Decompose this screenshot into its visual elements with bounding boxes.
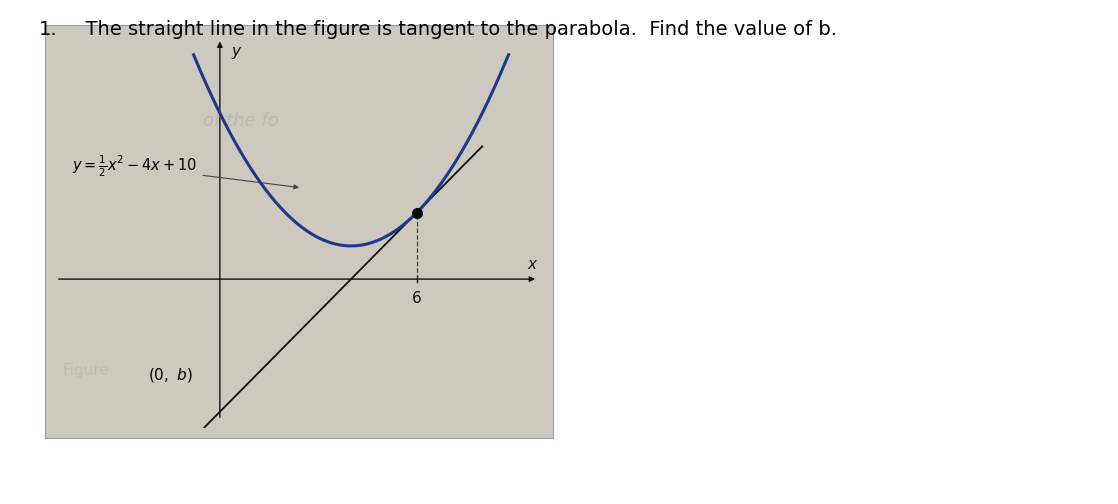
Text: $y = \frac{1}{2}x^2 - 4x + 10$: $y = \frac{1}{2}x^2 - 4x + 10$ — [73, 154, 297, 189]
Text: 6: 6 — [411, 291, 421, 306]
Text: 1.: 1. — [39, 20, 58, 39]
Text: $(0,\ b)$: $(0,\ b)$ — [149, 366, 193, 385]
Text: The straight line in the figure is tangent to the parabola.  Find the value of b: The straight line in the figure is tange… — [73, 20, 836, 39]
Text: y: y — [231, 43, 240, 58]
Text: x: x — [527, 257, 536, 272]
Text: Figure: Figure — [63, 363, 110, 378]
Text: of the fo: of the fo — [203, 112, 280, 131]
